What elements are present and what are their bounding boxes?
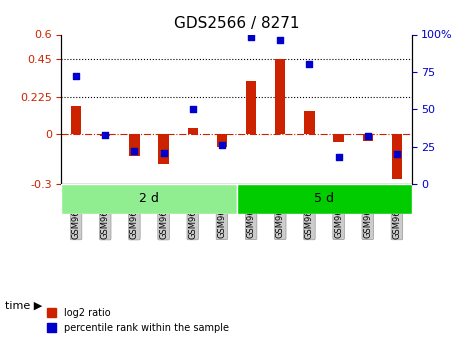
Bar xyxy=(129,134,140,156)
Point xyxy=(276,38,284,43)
Point xyxy=(160,150,167,155)
Point xyxy=(247,35,255,40)
Bar xyxy=(275,59,285,134)
Bar xyxy=(333,134,344,142)
FancyBboxPatch shape xyxy=(236,184,412,214)
Legend: log2 ratio, percentile rank within the sample: log2 ratio, percentile rank within the s… xyxy=(43,304,233,337)
Bar xyxy=(100,134,110,136)
Bar xyxy=(188,128,198,134)
Text: 2 d: 2 d xyxy=(139,193,159,206)
Point xyxy=(393,151,401,157)
Point xyxy=(364,134,372,139)
Text: time ▶: time ▶ xyxy=(5,300,42,310)
Title: GDS2566 / 8271: GDS2566 / 8271 xyxy=(174,16,299,31)
FancyBboxPatch shape xyxy=(61,184,236,214)
Bar xyxy=(158,134,169,164)
Text: 5 d: 5 d xyxy=(314,193,334,206)
Bar xyxy=(304,111,315,134)
Bar xyxy=(246,81,256,134)
Point xyxy=(101,132,109,137)
Point xyxy=(218,142,226,148)
Point xyxy=(189,107,197,112)
Point xyxy=(131,148,138,154)
Bar xyxy=(71,106,81,134)
Point xyxy=(306,62,313,67)
Point xyxy=(72,73,80,79)
Bar xyxy=(363,134,373,141)
Bar xyxy=(392,134,402,179)
Bar xyxy=(217,134,227,147)
Point xyxy=(335,154,342,160)
